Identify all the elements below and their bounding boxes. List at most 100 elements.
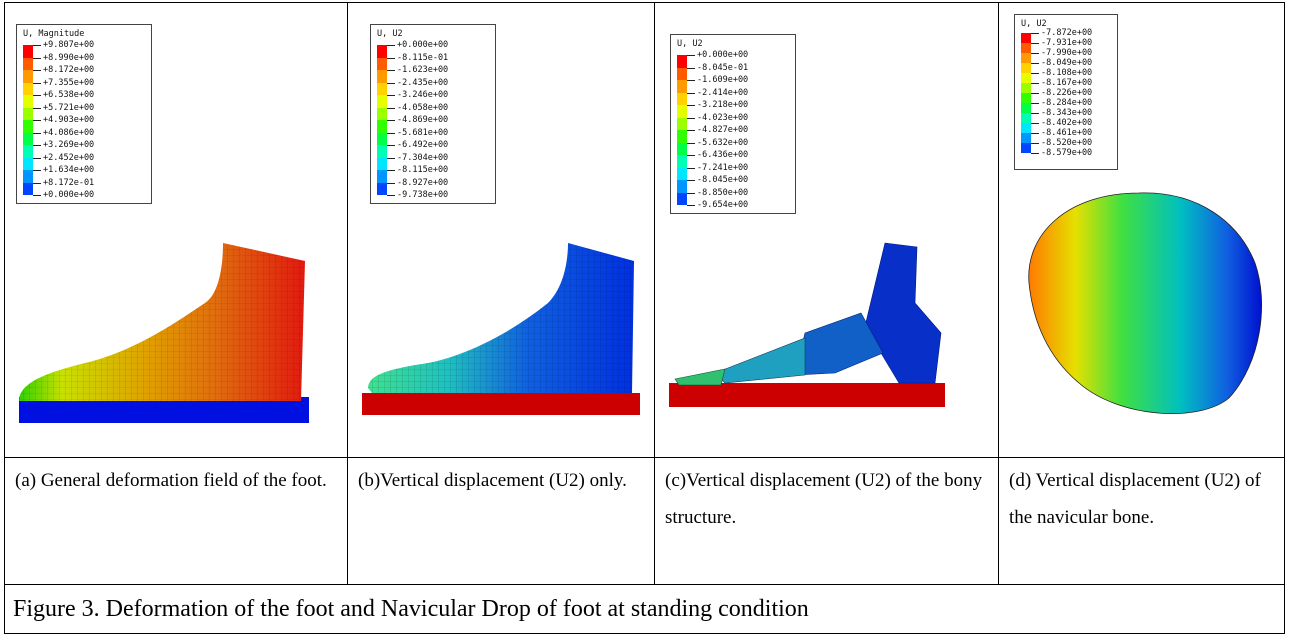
legend-value: -6.436e+00 xyxy=(697,150,749,160)
legend-swatch xyxy=(1021,93,1031,103)
legend-value: +7.355e+00 xyxy=(43,77,95,88)
legend-tick xyxy=(387,195,395,196)
figure-caption: Figure 3. Deformation of the foot and Na… xyxy=(4,584,1285,634)
legend-value: -8.461e+00 xyxy=(1041,128,1093,138)
legend-tick xyxy=(1031,43,1039,44)
legend-title: U, U2 xyxy=(677,39,703,49)
navicular-bone xyxy=(1028,192,1263,415)
legend-value: +0.000e+00 xyxy=(43,190,95,200)
legend-swatch xyxy=(1021,103,1031,113)
legend-tick xyxy=(387,120,395,121)
legend-swatch xyxy=(677,55,687,68)
legend-value: +9.807e+00 xyxy=(43,40,95,50)
legend-swatch xyxy=(23,157,33,170)
panel-d-caption: (d) Vertical displacement (U2) of the na… xyxy=(998,457,1285,585)
legend-swatch xyxy=(23,57,33,70)
legend-swatch xyxy=(677,180,687,193)
legend-value: -4.023e+00 xyxy=(697,112,749,123)
legend-value: -8.115e-01 xyxy=(397,52,449,63)
legend-tick xyxy=(33,182,41,184)
legend-value: -8.520e+00 xyxy=(1041,138,1093,148)
legend-value: -8.850e+00 xyxy=(697,187,749,198)
legend-value: -2.414e+00 xyxy=(697,87,749,98)
legend-swatch xyxy=(377,57,387,70)
legend-tick xyxy=(1031,53,1039,54)
legend-swatch xyxy=(23,132,33,145)
floor-plate xyxy=(362,393,640,415)
legend-tick xyxy=(387,45,395,46)
foot-magnitude-plot xyxy=(19,243,309,423)
legend-swatch xyxy=(1021,33,1031,43)
legend-value: -7.931e+00 xyxy=(1041,38,1093,48)
legend-value: +1.634e+00 xyxy=(43,165,95,175)
legend-tick xyxy=(687,117,695,119)
legend-value: +8.990e+00 xyxy=(43,52,95,63)
legend-tick xyxy=(387,107,395,109)
legend-swatch xyxy=(677,167,687,180)
legend-title: U, U2 xyxy=(1021,19,1047,29)
legend-value: +8.172e+00 xyxy=(43,65,95,75)
legend-value: -8.108e+00 xyxy=(1041,68,1093,78)
legend-swatch xyxy=(377,70,387,83)
legend-tick xyxy=(687,67,695,69)
rigid-floor xyxy=(669,383,945,407)
legend-swatch xyxy=(677,80,687,93)
legend-value: +2.452e+00 xyxy=(43,152,95,163)
legend-swatch xyxy=(23,170,33,183)
legend-swatch xyxy=(377,145,387,158)
legend-swatch xyxy=(23,70,33,83)
legend-value: -7.304e+00 xyxy=(397,152,449,163)
legend-tick xyxy=(687,167,695,169)
legend-swatch xyxy=(23,145,33,158)
legend-swatch xyxy=(1021,133,1031,143)
legend-value: -4.869e+00 xyxy=(397,115,449,125)
legend-swatch xyxy=(377,107,387,120)
legend-value: -8.045e-01 xyxy=(697,62,749,73)
legend-swatch xyxy=(1021,73,1031,83)
legend-tick xyxy=(687,92,695,94)
legend-value: -2.435e+00 xyxy=(397,77,449,88)
legend-value: -6.492e+00 xyxy=(397,140,449,150)
panel-b-caption: (b)Vertical displacement (U2) only. xyxy=(347,457,655,585)
legend-tick xyxy=(387,70,395,71)
legend-value: -8.284e+00 xyxy=(1041,98,1093,108)
legend-swatch xyxy=(677,142,687,155)
legend-tick xyxy=(1031,123,1039,124)
legend-tick xyxy=(687,142,695,144)
legend-value: -8.343e+00 xyxy=(1041,108,1093,118)
legend-value: -8.115e+00 xyxy=(397,165,449,175)
legend-swatch xyxy=(677,67,687,80)
legend-swatch xyxy=(1021,63,1031,73)
legend-value: +4.903e+00 xyxy=(43,115,95,125)
legend-value: -5.681e+00 xyxy=(397,127,449,138)
legend-swatch xyxy=(677,92,687,105)
legend-value: -8.045e+00 xyxy=(697,175,749,185)
legend-tick xyxy=(687,205,695,206)
legend-swatch xyxy=(377,182,387,195)
legend-swatch xyxy=(677,117,687,130)
legend-swatch xyxy=(1021,83,1031,93)
legend-value: -5.632e+00 xyxy=(697,137,749,148)
legend-tick xyxy=(1031,113,1039,114)
legend-tick xyxy=(387,57,395,59)
legend-value: -1.623e+00 xyxy=(397,65,449,75)
legend-swatch xyxy=(377,95,387,108)
legend-value: -8.402e+00 xyxy=(1041,118,1093,128)
legend-tick xyxy=(33,170,41,171)
legend-tick xyxy=(387,145,395,146)
legend-value: +5.721e+00 xyxy=(43,102,95,113)
legend-swatch xyxy=(1021,113,1031,123)
legend-value: -3.218e+00 xyxy=(697,100,749,110)
legend-value: +4.086e+00 xyxy=(43,127,95,138)
legend-tick xyxy=(1031,143,1039,144)
legend-value: +3.269e+00 xyxy=(43,140,95,150)
legend-tick xyxy=(387,182,395,184)
legend-tick xyxy=(1031,73,1039,74)
legend-tick xyxy=(33,57,41,59)
legend-value: -7.241e+00 xyxy=(697,162,749,173)
legend-tick xyxy=(33,70,41,71)
legend-swatch xyxy=(23,95,33,108)
legend-value: -9.654e+00 xyxy=(697,200,749,210)
legend-tick xyxy=(1031,133,1039,134)
panel-a-image xyxy=(4,2,348,458)
